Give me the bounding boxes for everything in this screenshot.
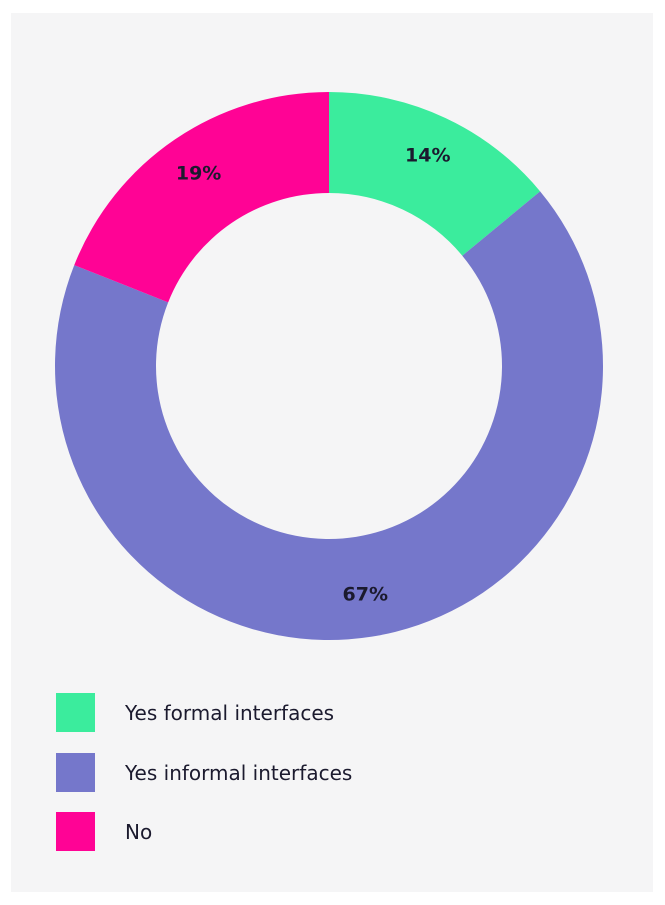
slice-formal [329,92,541,256]
donut-chart: 14% 67% 19% [54,92,604,641]
legend-swatch-no [56,812,95,851]
data-label-formal: 14% [405,145,450,167]
legend-label-informal: Yes informal interfaces [125,760,353,785]
legend-item-informal: Yes informal interfaces [56,753,352,792]
data-label-informal: 67% [343,584,388,606]
legend-item-formal: Yes formal interfaces [56,693,334,732]
legend-item-no: No [56,812,152,851]
legend-swatch-informal [56,753,95,792]
chart-panel: 14% 67% 19% Yes formal interfaces Yes info… [11,13,653,892]
legend-swatch-formal [56,693,95,732]
legend-label-formal: Yes formal interfaces [125,700,335,725]
slice-no [74,92,329,303]
legend-label-no: No [125,819,153,844]
slice-informal [54,191,604,641]
data-label-no: 19% [176,163,221,185]
